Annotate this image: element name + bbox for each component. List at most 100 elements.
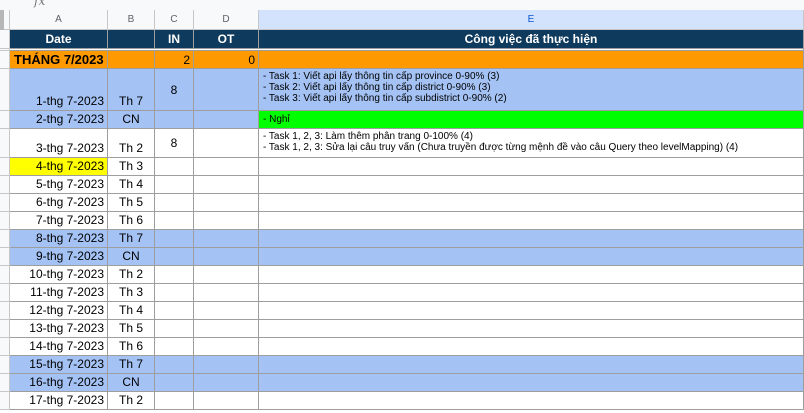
row-header[interactable] [0, 194, 10, 212]
in-hours-cell[interactable] [155, 248, 194, 266]
ot-hours-cell[interactable] [194, 176, 259, 194]
ot-hours-cell[interactable] [194, 392, 259, 410]
date-cell[interactable]: 2-thg 7-2023 [10, 111, 108, 129]
date-cell[interactable]: 13-thg 7-2023 [10, 320, 108, 338]
day-cell[interactable]: Th 2 [108, 392, 155, 410]
day-cell[interactable]: Th 2 [108, 266, 155, 284]
row-header[interactable] [0, 284, 10, 302]
row-header[interactable] [0, 129, 10, 158]
work-description-cell[interactable] [259, 158, 804, 176]
day-cell[interactable]: Th 6 [108, 212, 155, 230]
work-description-cell[interactable]: - Nghỉ [259, 111, 804, 129]
ot-hours-cell[interactable] [194, 111, 259, 129]
ot-hours-cell[interactable] [194, 194, 259, 212]
ot-hours-cell[interactable] [194, 338, 259, 356]
in-hours-cell[interactable] [155, 266, 194, 284]
in-hours-cell[interactable]: 8 [155, 129, 194, 158]
in-hours-cell[interactable] [155, 302, 194, 320]
row-header[interactable] [0, 302, 10, 320]
column-header-d[interactable]: D [194, 10, 259, 30]
column-header-a[interactable]: A [10, 10, 108, 30]
day-cell[interactable]: Th 4 [108, 302, 155, 320]
ot-hours-cell[interactable] [194, 248, 259, 266]
month-in-total[interactable]: 2 [155, 51, 194, 69]
row-header[interactable] [0, 392, 10, 410]
day-cell[interactable]: Th 7 [108, 230, 155, 248]
work-description-cell[interactable] [259, 194, 804, 212]
day-cell[interactable]: CN [108, 111, 155, 129]
row-header[interactable] [0, 212, 10, 230]
work-description-cell[interactable]: - Task 1: Viết api lấy thông tin cấp pro… [259, 69, 804, 111]
date-cell[interactable]: 3-thg 7-2023 [10, 129, 108, 158]
in-hours-cell[interactable]: 8 [155, 69, 194, 111]
day-cell[interactable]: CN [108, 374, 155, 392]
row-header[interactable] [0, 356, 10, 374]
in-hours-cell[interactable] [155, 356, 194, 374]
month-label[interactable]: THÁNG 7/2023 [10, 51, 108, 69]
row-header[interactable] [0, 176, 10, 194]
formula-bar[interactable]: fx [0, 0, 804, 10]
in-hours-cell[interactable] [155, 230, 194, 248]
day-cell[interactable]: Th 3 [108, 158, 155, 176]
date-cell[interactable]: 12-thg 7-2023 [10, 302, 108, 320]
in-hours-cell[interactable] [155, 111, 194, 129]
column-header-b[interactable]: B [108, 10, 155, 30]
frozen-pane-handle[interactable] [0, 10, 4, 30]
date-cell[interactable]: 16-thg 7-2023 [10, 374, 108, 392]
date-cell[interactable]: 7-thg 7-2023 [10, 212, 108, 230]
work-description-cell[interactable] [259, 266, 804, 284]
day-cell[interactable]: Th 4 [108, 176, 155, 194]
month-cell-e[interactable] [259, 51, 804, 69]
day-cell[interactable]: Th 7 [108, 356, 155, 374]
ot-hours-cell[interactable] [194, 356, 259, 374]
work-description-cell[interactable] [259, 374, 804, 392]
date-cell[interactable]: 17-thg 7-2023 [10, 392, 108, 410]
select-all-corner[interactable] [0, 10, 10, 30]
date-cell[interactable]: 5-thg 7-2023 [10, 176, 108, 194]
row-header[interactable] [0, 266, 10, 284]
row-header[interactable] [0, 248, 10, 266]
header-date[interactable]: Date [10, 30, 108, 49]
day-cell[interactable]: CN [108, 248, 155, 266]
in-hours-cell[interactable] [155, 392, 194, 410]
row-header[interactable] [0, 158, 10, 176]
in-hours-cell[interactable] [155, 176, 194, 194]
ot-hours-cell[interactable] [194, 302, 259, 320]
work-description-cell[interactable] [259, 212, 804, 230]
date-cell[interactable]: 14-thg 7-2023 [10, 338, 108, 356]
in-hours-cell[interactable] [155, 158, 194, 176]
ot-hours-cell[interactable] [194, 212, 259, 230]
work-description-cell[interactable] [259, 230, 804, 248]
in-hours-cell[interactable] [155, 284, 194, 302]
work-description-cell[interactable]: - Task 1, 2, 3: Làm thêm phân trang 0-10… [259, 129, 804, 158]
day-cell[interactable]: Th 5 [108, 320, 155, 338]
date-cell[interactable]: 10-thg 7-2023 [10, 266, 108, 284]
date-cell[interactable]: 4-thg 7-2023 [10, 158, 108, 176]
in-hours-cell[interactable] [155, 212, 194, 230]
row-header[interactable] [0, 30, 10, 49]
date-cell[interactable]: 6-thg 7-2023 [10, 194, 108, 212]
work-description-cell[interactable] [259, 338, 804, 356]
header-ot[interactable]: OT [194, 30, 259, 49]
ot-hours-cell[interactable] [194, 320, 259, 338]
ot-hours-cell[interactable] [194, 284, 259, 302]
ot-hours-cell[interactable] [194, 374, 259, 392]
header-in[interactable]: IN [155, 30, 194, 49]
in-hours-cell[interactable] [155, 194, 194, 212]
row-header[interactable] [0, 69, 10, 111]
ot-hours-cell[interactable] [194, 69, 259, 111]
date-cell[interactable]: 11-thg 7-2023 [10, 284, 108, 302]
date-cell[interactable]: 8-thg 7-2023 [10, 230, 108, 248]
ot-hours-cell[interactable] [194, 266, 259, 284]
row-header[interactable] [0, 374, 10, 392]
header-day[interactable] [108, 30, 155, 49]
column-header-c[interactable]: C [155, 10, 194, 30]
work-description-cell[interactable] [259, 320, 804, 338]
ot-hours-cell[interactable] [194, 230, 259, 248]
day-cell[interactable]: Th 6 [108, 338, 155, 356]
ot-hours-cell[interactable] [194, 129, 259, 158]
in-hours-cell[interactable] [155, 320, 194, 338]
day-cell[interactable]: Th 7 [108, 69, 155, 111]
day-cell[interactable]: Th 5 [108, 194, 155, 212]
date-cell[interactable]: 1-thg 7-2023 [10, 69, 108, 111]
